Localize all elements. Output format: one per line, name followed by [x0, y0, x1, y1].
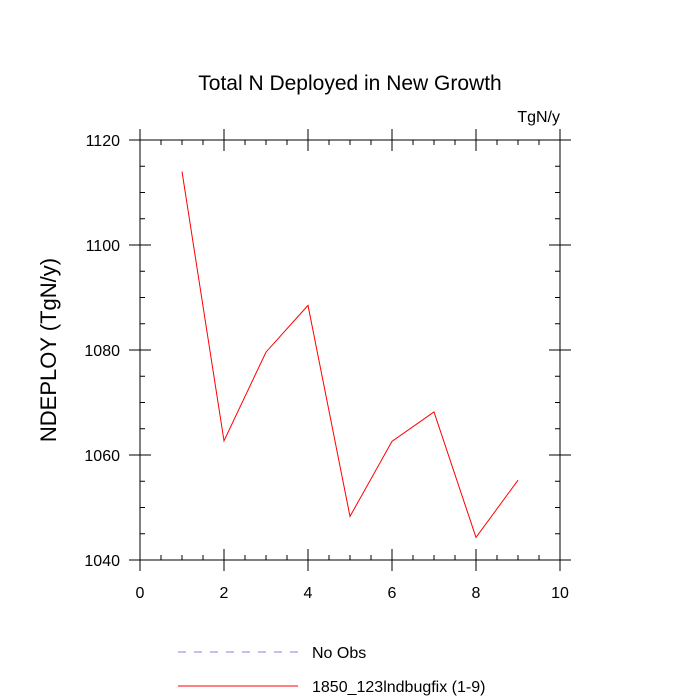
y-tick-label: 1120: [86, 133, 121, 150]
chart-title: Total N Deployed in New Growth: [198, 72, 501, 95]
legend-label: 1850_123lndbugfix (1-9): [312, 679, 485, 696]
y-tick-label: 1080: [84, 343, 120, 360]
y-axis-label: NDEPLOY (TgN/y): [36, 258, 61, 442]
axis-ticks: [129, 129, 571, 571]
legend: No Obs 1850_123lndbugfix (1-9): [178, 645, 485, 696]
tick-labels: 0 2 4 6 8 10 1040 1060 1080 1100 1120: [84, 133, 569, 602]
x-tick-label: 2: [220, 585, 229, 602]
series-layer: [181, 171, 519, 539]
x-tick-label: 10: [551, 585, 569, 602]
x-tick-label: 8: [472, 585, 481, 602]
x-tick-label: 0: [136, 585, 145, 602]
plot-frame: [139, 139, 561, 561]
x-tick-label: 6: [388, 585, 397, 602]
legend-label: No Obs: [312, 645, 366, 662]
y-tick-label: 1060: [84, 448, 120, 465]
series-line: [181, 171, 519, 539]
y-tick-label: 1100: [86, 238, 121, 255]
units-label: TgN/y: [517, 109, 560, 126]
x-tick-label: 4: [304, 585, 313, 602]
y-tick-label: 1040: [84, 553, 120, 570]
